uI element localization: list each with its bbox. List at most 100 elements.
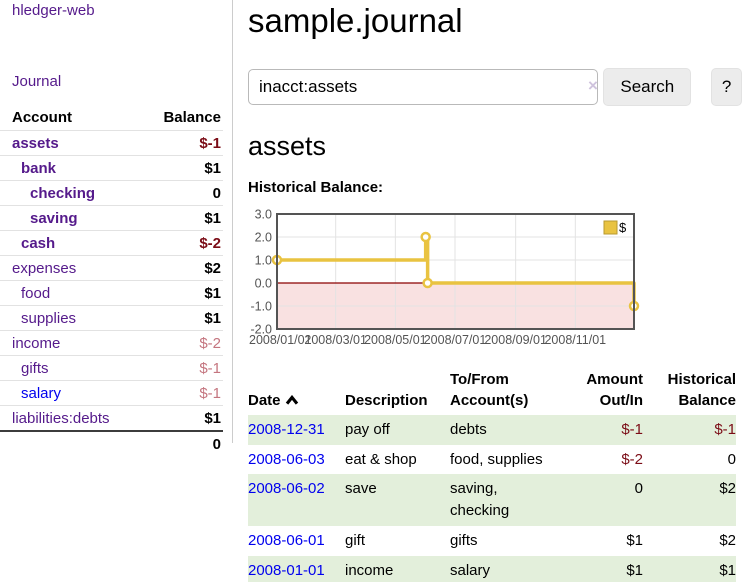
x-axis-tick-label: 2008/05/01: [364, 333, 427, 347]
account-page-title: assets: [248, 131, 742, 162]
account-balance: $-2: [144, 331, 223, 356]
transaction-date-link[interactable]: 2008-06-01: [248, 532, 325, 549]
accounts-column-header: To/From Account(s): [450, 369, 562, 415]
y-axis-tick-label: 2.0: [255, 230, 272, 244]
account-balance: $1: [144, 306, 223, 331]
transaction-balance: $2: [643, 526, 736, 556]
y-axis-tick-label: -1.0: [250, 299, 272, 313]
transaction-accounts: salary: [450, 556, 562, 582]
x-axis-tick-label: 2008/03/01: [304, 333, 367, 347]
accounts-table-header: Account Balance: [0, 105, 223, 131]
balance-column-header: Balance: [144, 105, 223, 131]
legend-label: $: [619, 220, 627, 235]
account-row: checking 0: [0, 181, 223, 206]
x-axis-tick-label: 2008/09/01: [484, 333, 547, 347]
sidebar-account-link-checking[interactable]: checking: [30, 185, 95, 202]
account-row: assets $-1: [0, 131, 223, 156]
sort-ascending-icon: [285, 395, 299, 405]
transaction-row: 2008-06-01 giftgifts$1$2: [248, 526, 736, 556]
x-axis-tick-label: 2008/07/01: [424, 333, 487, 347]
accounts-total-balance: 0: [144, 431, 223, 456]
transaction-date-link[interactable]: 2008-12-31: [248, 421, 325, 438]
sidebar-account-link-assets[interactable]: assets: [12, 135, 59, 152]
x-axis-tick-label: 2008/01/01: [249, 333, 312, 347]
sidebar-account-link-saving[interactable]: saving: [30, 210, 78, 227]
sidebar-account-link-bank[interactable]: bank: [21, 160, 56, 177]
chart-svg: $3.02.01.00.0-1.0-2.02008/01/012008/03/0…: [248, 207, 642, 355]
transaction-amount: $1: [562, 526, 643, 556]
chart-label: Historical Balance:: [248, 179, 742, 196]
sidebar-account-link-liabilities-debts[interactable]: liabilities:debts: [12, 410, 110, 427]
sidebar-account-link-income[interactable]: income: [12, 335, 60, 352]
y-axis-tick-label: 1.0: [255, 253, 272, 267]
transaction-accounts: debts: [450, 415, 562, 445]
sidebar-account-link-food[interactable]: food: [21, 285, 50, 302]
amount-column-header: Amount Out/In: [562, 369, 643, 415]
transaction-date-link[interactable]: 2008-01-01: [248, 562, 325, 579]
date-column-header[interactable]: Date: [248, 369, 345, 415]
main-content: sample.journal × Search ? assets Histori…: [248, 0, 742, 582]
account-row: bank$1: [0, 156, 223, 181]
account-row: food $1: [0, 281, 223, 306]
transaction-description: gift: [345, 526, 450, 556]
balance-column-header-main: Historical Balance: [643, 369, 736, 415]
account-balance: $1: [144, 281, 223, 306]
clear-search-icon[interactable]: ×: [588, 76, 598, 96]
transaction-description: pay off: [345, 415, 450, 445]
transaction-description: income: [345, 556, 450, 582]
transaction-description: eat & shop: [345, 445, 450, 475]
transaction-balance: $1: [643, 556, 736, 582]
account-row: supplies $1: [0, 306, 223, 331]
transaction-date-link[interactable]: 2008-06-03: [248, 451, 325, 468]
account-balance: 0: [144, 181, 223, 206]
transactions-table-body: 2008-12-31pay offdebts$-1$-12008-06-03ea…: [248, 415, 736, 582]
sidebar-account-link-salary[interactable]: salary: [21, 385, 61, 402]
transaction-amount: 0: [562, 474, 643, 526]
description-column-header: Description: [345, 369, 450, 415]
transaction-row: 2008-06-02 savesaving, checking0$2: [248, 474, 736, 526]
account-row: income $-2: [0, 331, 223, 356]
page-title: sample.journal: [248, 2, 742, 40]
transaction-amount: $-1: [562, 415, 643, 445]
account-balance: $-2: [144, 231, 223, 256]
historical-balance-chart: $3.02.01.00.0-1.0-2.02008/01/012008/03/0…: [248, 207, 642, 355]
sidebar-item-journal[interactable]: Journal: [12, 73, 232, 90]
account-row: cash $-2: [0, 231, 223, 256]
sidebar-account-link-supplies[interactable]: supplies: [21, 310, 76, 327]
account-row: expenses $2: [0, 256, 223, 281]
search-button[interactable]: Search: [603, 68, 691, 106]
sidebar-account-link-expenses[interactable]: expenses: [12, 260, 76, 277]
transactions-table: Date Description To/From Account(s) Amou…: [248, 369, 736, 582]
accounts-table: Account Balance assets$-1bank$1checking0…: [0, 105, 223, 456]
hledger-web-page: hledger-web Journal Account Balance asse…: [0, 0, 742, 582]
transaction-balance: $-1: [643, 415, 736, 445]
transactions-header-row: Date Description To/From Account(s) Amou…: [248, 369, 736, 415]
transaction-accounts: gifts: [450, 526, 562, 556]
sidebar: hledger-web Journal Account Balance asse…: [0, 0, 233, 443]
transaction-accounts: saving, checking: [450, 474, 562, 526]
transaction-date-link[interactable]: 2008-06-02: [248, 480, 325, 497]
transaction-row: 2008-01-01incomesalary$1$1: [248, 556, 736, 582]
legend-swatch: [604, 221, 617, 234]
search-form: × Search ?: [248, 68, 742, 106]
accounts-total-row: 0: [0, 431, 223, 456]
account-balance: $-1: [144, 131, 223, 156]
sidebar-account-link-gifts[interactable]: gifts: [21, 360, 49, 377]
account-balance: $-1: [144, 356, 223, 381]
sidebar-account-link-cash[interactable]: cash: [21, 235, 55, 252]
app-title-link[interactable]: hledger-web: [12, 2, 232, 19]
account-balance: $-1: [144, 381, 223, 406]
y-axis-tick-label: 0.0: [255, 276, 272, 290]
account-balance: $2: [144, 256, 223, 281]
search-input[interactable]: [248, 69, 598, 105]
y-axis-tick-label: 3.0: [255, 207, 272, 221]
transaction-balance: $2: [643, 474, 736, 526]
x-axis-tick-label: 2008/11/01: [544, 333, 606, 347]
transaction-balance: 0: [643, 445, 736, 475]
account-row: saving$1: [0, 206, 223, 231]
help-button[interactable]: ?: [711, 68, 742, 106]
account-column-header: Account: [0, 105, 144, 131]
transaction-description: save: [345, 474, 450, 526]
accounts-table-body: assets$-1bank$1checking0saving$1cash$-2e…: [0, 131, 223, 457]
transaction-accounts: food, supplies: [450, 445, 562, 475]
